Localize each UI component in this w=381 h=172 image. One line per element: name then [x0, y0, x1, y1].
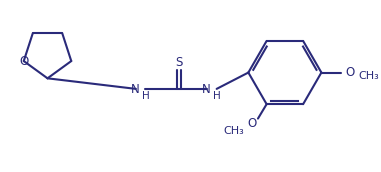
Text: H: H: [142, 91, 149, 101]
Text: O: O: [248, 117, 257, 130]
Text: CH₃: CH₃: [224, 126, 244, 136]
Text: N: N: [202, 83, 211, 96]
Text: N: N: [131, 83, 140, 96]
Text: O: O: [346, 66, 355, 79]
Text: S: S: [176, 56, 183, 69]
Text: O: O: [19, 55, 28, 68]
Text: CH₃: CH₃: [358, 71, 379, 81]
Text: H: H: [213, 91, 221, 101]
